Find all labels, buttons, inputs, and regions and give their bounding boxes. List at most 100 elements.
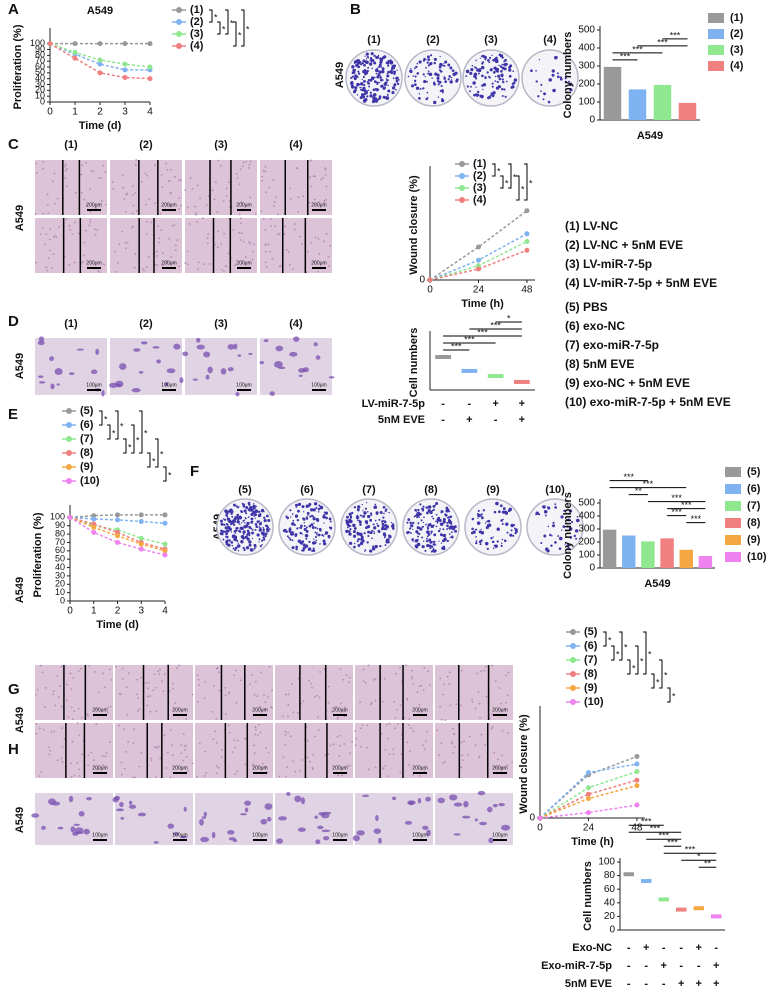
colony [510, 86, 514, 89]
condition-value: - [662, 942, 666, 954]
cell-speck [348, 681, 350, 684]
cell-speck [232, 229, 235, 231]
colony [488, 61, 491, 64]
cell-speck [339, 734, 342, 737]
colony [367, 70, 370, 72]
colony [371, 529, 374, 532]
cell-speck [418, 703, 421, 706]
colony [241, 522, 243, 524]
micrograph [355, 723, 433, 778]
cell-speck [354, 730, 357, 732]
cell-speck [45, 233, 48, 236]
colony [475, 536, 477, 538]
cell-speck [337, 774, 340, 777]
y-tick-label: 50 [55, 554, 65, 564]
cell-speck [399, 666, 401, 669]
cell-speck [318, 253, 321, 255]
cell-speck [316, 694, 319, 697]
colony [232, 523, 236, 526]
colony [505, 522, 509, 526]
cell-speck [327, 753, 330, 756]
significance-bracket [516, 175, 520, 201]
cell-speck [444, 719, 447, 721]
colony [378, 518, 381, 521]
micrograph [260, 218, 332, 273]
colony [437, 74, 440, 77]
colony [569, 88, 573, 92]
cell-speck [292, 760, 295, 763]
colony [470, 67, 474, 72]
legend-swatch [725, 501, 741, 511]
cell-speck [171, 225, 174, 227]
cell-speck [196, 701, 199, 703]
significance-label: * [697, 852, 701, 862]
significance-label: *** [632, 44, 643, 54]
colony [360, 93, 365, 97]
micrograph [35, 218, 107, 273]
colony [376, 512, 379, 516]
cell-speck [491, 725, 494, 728]
cell-speck [159, 757, 162, 760]
cell-speck [215, 742, 218, 744]
cell-speck [258, 723, 261, 726]
significance-label: * [222, 24, 226, 34]
colony [354, 86, 358, 90]
micrograph [185, 160, 257, 215]
cell-speck [147, 681, 150, 684]
colony [242, 505, 246, 508]
y-tick-label: 400 [578, 511, 595, 522]
colony [564, 80, 568, 84]
y-tick-label: 100 [30, 38, 45, 48]
significance-label: *** [464, 334, 475, 344]
colony [380, 57, 384, 61]
significance-bracket [99, 410, 103, 426]
colony [491, 94, 495, 98]
cell-speck [35, 162, 38, 165]
colony [551, 69, 555, 73]
colony [499, 65, 503, 68]
cell-speck [100, 177, 103, 180]
colony [430, 54, 433, 57]
invaded-cell [196, 337, 201, 343]
cell-speck [117, 262, 119, 264]
cell-speck [218, 671, 220, 674]
colony [409, 527, 412, 530]
cell-speck [180, 752, 183, 755]
cell-speck [338, 755, 341, 758]
series-line [429, 233, 528, 281]
colony [538, 58, 540, 61]
group-key: (6) exo-NC [565, 319, 625, 333]
cell-speck [254, 733, 256, 736]
cell-speck [146, 695, 149, 698]
colony [501, 538, 504, 541]
cell-speck [59, 685, 61, 688]
cell-speck [49, 749, 52, 752]
cell-speck [349, 764, 351, 767]
colony [239, 523, 241, 525]
cell-speck [423, 748, 426, 750]
invaded-cell [278, 366, 286, 370]
cell-speck [120, 761, 123, 764]
data-point [115, 517, 120, 523]
micrograph [115, 723, 193, 778]
colony [494, 75, 497, 78]
scale-bar-label: 100μm [252, 832, 267, 838]
cell-speck [197, 678, 200, 681]
cell-speck [170, 256, 172, 258]
colony [226, 523, 229, 526]
cell-speck [320, 178, 323, 181]
cell-speck [115, 665, 117, 668]
colony [430, 532, 432, 534]
colony [477, 517, 479, 519]
colony [426, 91, 429, 94]
cell-speck [313, 198, 316, 201]
colony [297, 502, 302, 506]
colony [490, 536, 493, 540]
colony [313, 538, 315, 540]
cell-speck [235, 173, 238, 175]
invaded-cell [119, 363, 127, 370]
cell-speck [291, 268, 294, 270]
invaded-cell [120, 816, 125, 820]
colony [222, 538, 225, 541]
scale-bar-label: 200μm [172, 765, 187, 771]
